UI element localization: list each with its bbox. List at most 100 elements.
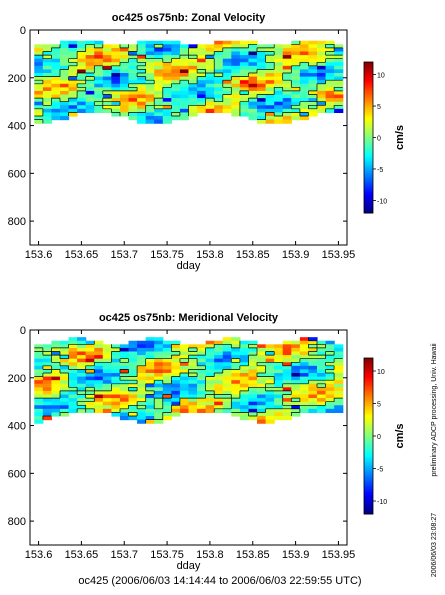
velocity-cell [162, 40, 172, 45]
velocity-cell [154, 383, 164, 388]
velocity-cell [34, 344, 44, 349]
velocity-cell [145, 47, 155, 53]
velocity-cell [205, 340, 215, 345]
velocity-cell [162, 44, 172, 49]
velocity-cell [51, 58, 61, 63]
velocity-cell [154, 416, 164, 421]
velocity-cell [85, 69, 95, 74]
velocity-cell [222, 383, 232, 388]
colorbar-swatch [364, 358, 373, 361]
velocity-cell [308, 58, 318, 63]
velocity-cell [128, 105, 138, 110]
velocity-cell [179, 112, 190, 117]
velocity-cell [222, 344, 232, 349]
velocity-cell [137, 408, 147, 414]
velocity-cell [231, 87, 241, 92]
velocity-cell [77, 347, 87, 353]
velocity-cell [137, 116, 147, 121]
velocity-cell [274, 112, 284, 117]
velocity-cell [334, 80, 344, 85]
velocity-cell [145, 105, 155, 110]
velocity-cell [179, 73, 190, 78]
velocity-cell [317, 394, 327, 399]
velocity-cell [162, 101, 172, 106]
velocity-cell [111, 51, 121, 56]
velocity-cell [137, 394, 147, 399]
velocity-cell [299, 387, 310, 392]
velocity-cell [248, 394, 258, 399]
velocity-cell [299, 344, 310, 349]
velocity-cell [119, 376, 130, 381]
velocity-cell [299, 87, 310, 92]
velocity-cell [274, 387, 284, 392]
velocity-cell [239, 344, 250, 349]
colorbar-swatch [364, 111, 373, 115]
velocity-cell [68, 90, 78, 96]
velocity-cell [154, 108, 164, 114]
colorbar-swatch [364, 184, 373, 188]
velocity-cell [222, 408, 232, 414]
velocity-cell [317, 101, 327, 106]
velocity-cell [214, 365, 224, 371]
velocity-cell [145, 412, 155, 417]
velocity-cell [308, 108, 318, 114]
velocity-cell [145, 419, 155, 424]
colorbar-swatch [364, 411, 373, 415]
velocity-cell [34, 412, 44, 417]
velocity-cell [257, 73, 267, 78]
velocity-cell [291, 62, 301, 67]
velocity-cell [214, 373, 224, 378]
velocity-cell [119, 362, 130, 367]
velocity-cell [154, 405, 164, 410]
velocity-cell [231, 344, 241, 349]
velocity-cell [68, 58, 78, 63]
velocity-cell [248, 90, 258, 96]
velocity-cell [51, 73, 61, 78]
velocity-cell [42, 351, 53, 356]
velocity-cell [214, 376, 224, 381]
velocity-cell [171, 355, 181, 360]
velocity-cell [111, 69, 121, 74]
velocity-cell [102, 47, 112, 53]
velocity-cell [137, 119, 147, 124]
velocity-cell [188, 94, 198, 99]
colorbar-swatch [364, 64, 373, 68]
velocity-cell [308, 383, 318, 388]
colorbar-swatch [364, 399, 373, 403]
velocity-cell [248, 351, 258, 356]
colorbar-swatch [364, 154, 373, 157]
velocity-cell [205, 73, 215, 78]
velocity-cell [214, 383, 224, 388]
colorbar-tick-label: 0 [377, 434, 381, 441]
y-tick-label: 200 [8, 73, 26, 85]
velocity-cell [34, 373, 44, 378]
velocity-cell [257, 47, 267, 53]
velocity-cell [231, 76, 241, 81]
velocity-cell [205, 387, 215, 392]
colorbar-swatch [364, 421, 373, 425]
velocity-cell [197, 362, 207, 367]
velocity-cell [188, 347, 198, 353]
velocity-cell [102, 76, 112, 81]
velocity-cell [102, 108, 112, 114]
velocity-cell [68, 398, 78, 403]
velocity-cell [59, 105, 70, 110]
velocity-cell [77, 62, 87, 67]
velocity-cell [291, 58, 301, 63]
velocity-cell [51, 365, 61, 371]
colorbar-swatch [364, 406, 373, 410]
velocity-cell [257, 365, 267, 371]
velocity-cell [282, 108, 292, 114]
velocity-cell [179, 101, 190, 106]
velocity-cell [171, 365, 181, 371]
chart-2: oc425 os75nb: Meridional Velocity0200400… [8, 312, 406, 572]
velocity-cell [154, 80, 164, 85]
velocity-cell [325, 62, 335, 67]
velocity-cell [145, 369, 155, 374]
velocity-cell [282, 80, 292, 85]
velocity-cell [274, 416, 284, 421]
velocity-cell [119, 76, 130, 81]
velocity-cell [197, 405, 207, 410]
velocity-cell [274, 380, 284, 385]
